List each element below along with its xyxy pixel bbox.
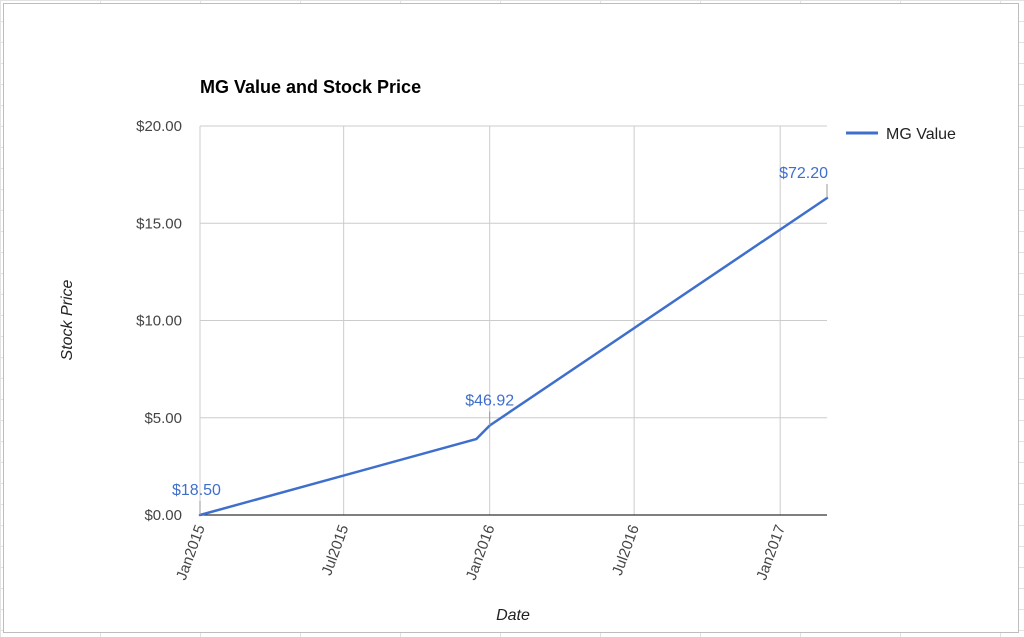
- data-label: $18.50: [172, 482, 221, 499]
- x-tick-label: Jan2015: [173, 523, 209, 583]
- chart-container[interactable]: [3, 3, 1019, 633]
- axes: $0.00 $5.00 $10.00 $15.00 $20.00 Jan2015 Jul20…: [136, 118, 827, 582]
- y-axis-title: Stock Price: [59, 279, 76, 360]
- legend-label-mg-value: MG Value: [886, 126, 956, 143]
- x-tick-label: Jul2016: [609, 523, 643, 578]
- x-tick-label: Jul2015: [318, 523, 352, 578]
- y-tick-label: $5.00: [144, 410, 182, 427]
- series-line-mg-value[interactable]: [198, 196, 829, 517]
- x-tick-label: Jan2017: [753, 523, 789, 583]
- y-tick-label: $20.00: [136, 118, 182, 135]
- x-axis-title: Date: [496, 607, 530, 624]
- y-tick-label: $0.00: [144, 507, 182, 524]
- chart-title: MG Value and Stock Price: [200, 77, 421, 97]
- y-tick-label: $10.00: [136, 313, 182, 330]
- legend[interactable]: MG Value: [846, 126, 956, 143]
- chart-text: MG Value and Stock Price Date Stock Pric…: [59, 77, 530, 624]
- grid-lines: [199, 125, 827, 515]
- x-tick-label: Jan2016: [463, 523, 499, 583]
- data-label: $72.20: [779, 165, 828, 182]
- series-layer: [198, 196, 829, 517]
- data-label: $46.92: [465, 393, 514, 410]
- data-labels: $18.50 $46.92 $72.20: [172, 165, 828, 515]
- y-tick-label: $15.00: [136, 215, 182, 232]
